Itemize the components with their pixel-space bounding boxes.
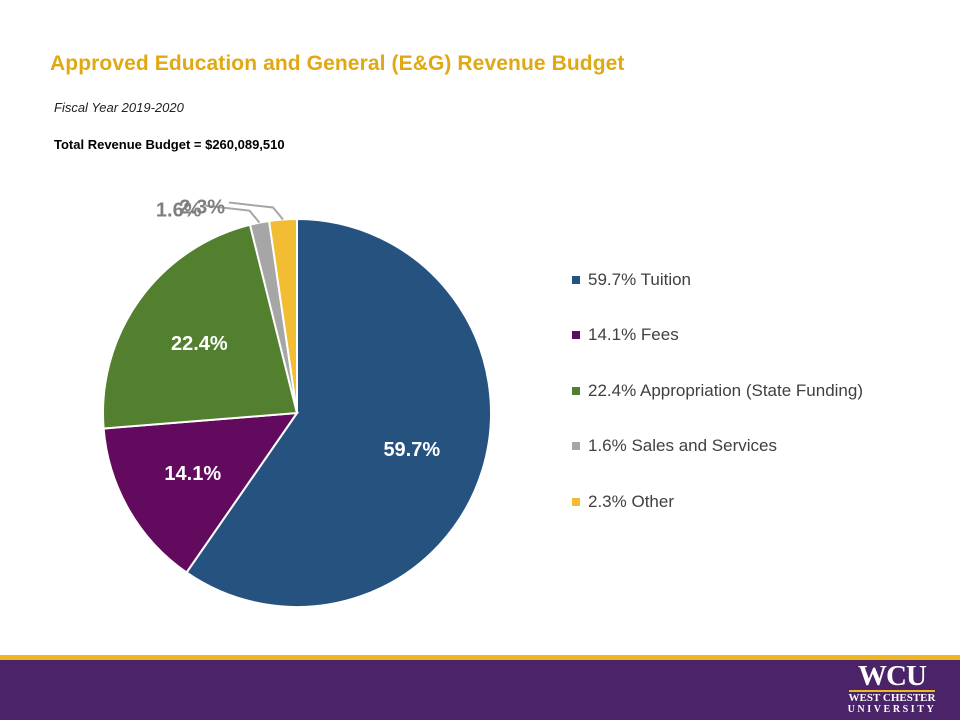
data-label-sales-services: 1.6%	[156, 200, 202, 222]
legend-label-other: 2.3% Other	[588, 491, 674, 511]
legend-label-sales-services: 1.6% Sales and Services	[588, 436, 777, 456]
pie-slice-fees	[102, 411, 300, 574]
data-label-tuition: 59.7%	[383, 439, 440, 461]
data-label-fees: 14.1%	[164, 463, 221, 485]
legend-item-appropriation: 22.4% Appropriation (State Funding)	[572, 363, 863, 419]
legend-label-appropriation: 22.4% Appropriation (State Funding)	[588, 380, 864, 400]
legend-swatch-other	[572, 497, 580, 506]
data-label-appropriation: 22.4%	[171, 333, 228, 355]
footer-band	[0, 660, 960, 720]
logo-rule	[849, 690, 935, 692]
chart-legend: 59.7% Tuition 14.1% Fees 22.4% Appropriati…	[572, 252, 863, 530]
legend-label-tuition: 59.7% Tuition	[588, 269, 692, 289]
legend-label-fees: 14.1% Fees	[588, 325, 679, 345]
pie-slice-tuition	[185, 217, 492, 608]
chart-title: Approved Education and General (E&G) Rev…	[50, 52, 625, 75]
logo-sub-text-2: UNIVERSITY	[847, 704, 937, 715]
leader-line-sales-services	[205, 204, 261, 224]
wcu-logo: WCU WEST CHESTER UNIVERSITY	[846, 660, 938, 716]
total-revenue-label: Total Revenue Budget = $260,089,510	[54, 137, 285, 152]
data-label-other: 2.3%	[179, 197, 225, 219]
pie-chart: 59.7% 14.1% 22.4% 1.6%2.3%	[102, 197, 492, 608]
legend-item-other: 2.3% Other	[572, 474, 863, 530]
legend-item-tuition: 59.7% Tuition	[572, 252, 863, 308]
legend-swatch-sales-services	[572, 442, 580, 451]
logo-sub-text-1: WEST CHESTER	[848, 692, 936, 704]
legend-swatch-fees	[572, 331, 580, 340]
legend-swatch-tuition	[572, 275, 580, 284]
fiscal-year-subtitle: Fiscal Year 2019-2020	[54, 100, 184, 115]
legend-item-fees: 14.1% Fees	[572, 308, 863, 364]
legend-swatch-appropriation	[572, 386, 580, 395]
footer-accent-line	[0, 655, 960, 660]
pie-slice-appropriation	[102, 223, 299, 430]
leader-line-other	[228, 201, 284, 221]
logo-main-text: WCU	[858, 660, 927, 692]
legend-item-sales-services: 1.6% Sales and Services	[572, 419, 863, 475]
